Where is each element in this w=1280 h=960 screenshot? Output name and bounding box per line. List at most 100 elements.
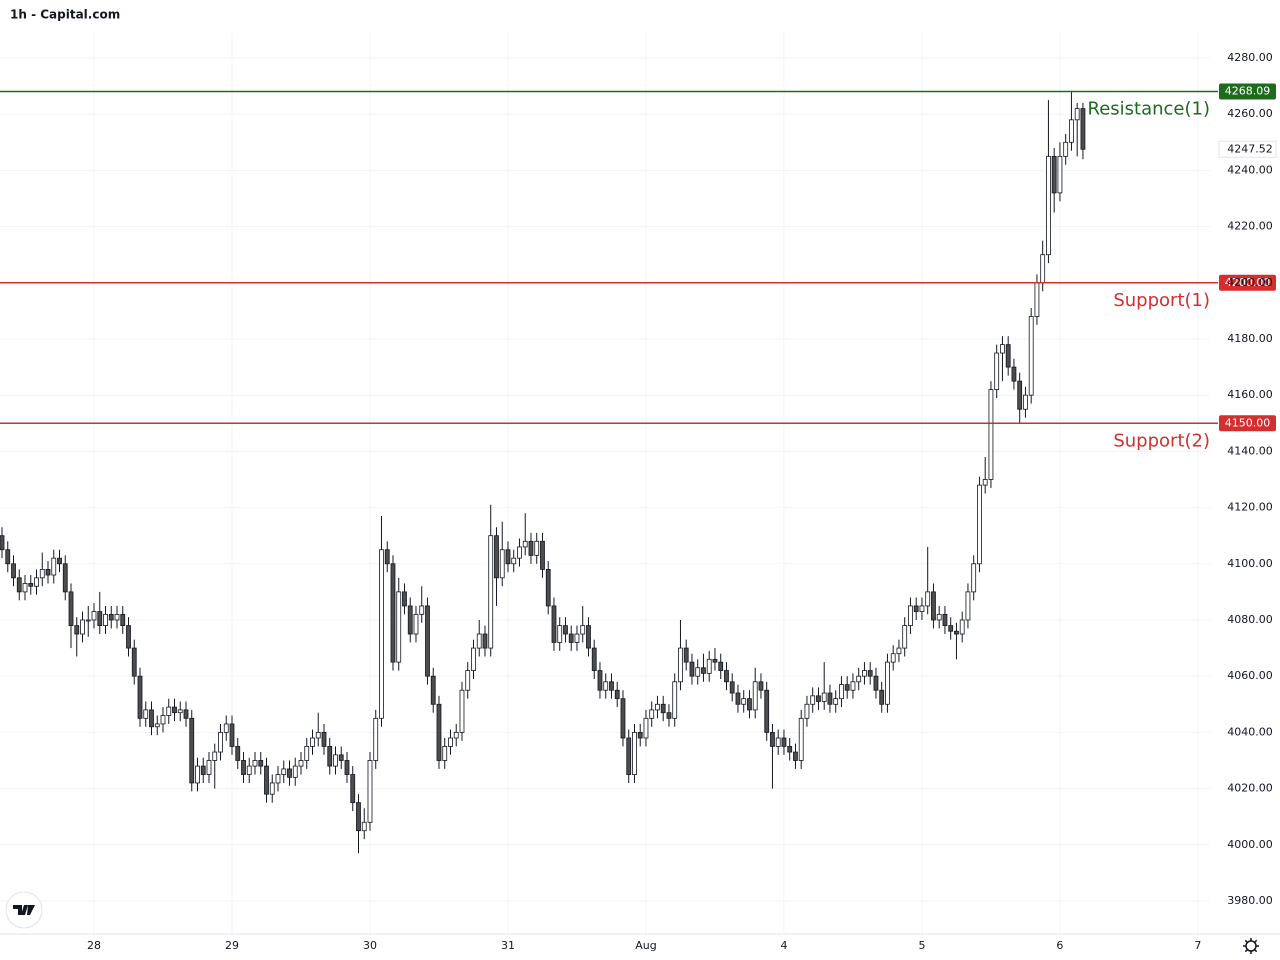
candle-body <box>1028 316 1034 396</box>
candle-body <box>103 613 108 627</box>
candle-body <box>0 535 5 551</box>
candle-body <box>16 577 22 593</box>
candle-body <box>890 653 896 663</box>
candle-body <box>603 681 609 691</box>
last-price-box <box>1218 140 1277 158</box>
candle-body <box>873 675 879 691</box>
candle-body <box>666 712 672 719</box>
candle-body <box>120 613 126 627</box>
candle-body <box>614 689 620 700</box>
candle-body <box>298 760 304 767</box>
x-tick-label: 6 <box>1056 939 1063 952</box>
candle-body <box>442 746 448 761</box>
candle-body <box>97 611 103 627</box>
candle-body <box>264 765 269 795</box>
candle-body <box>505 549 511 565</box>
candle-body <box>821 692 827 702</box>
candle-body <box>982 479 988 486</box>
candle-body <box>22 583 28 593</box>
level-price-label: 4150.00 <box>1225 416 1271 429</box>
candle-body <box>258 760 264 767</box>
candle-body <box>643 717 649 739</box>
candle-body <box>551 605 557 643</box>
levels: 4268.09 Resistance(1) 4200.00 Support(1) 415… <box>0 83 1276 451</box>
candle-body <box>356 802 361 832</box>
x-tick-label: 31 <box>501 939 515 952</box>
candle-body <box>149 709 154 728</box>
x-tick-label: 29 <box>225 939 239 952</box>
level-price-box <box>1219 415 1276 432</box>
candle-body <box>1074 108 1080 121</box>
candle-body <box>68 591 74 627</box>
level-price-box <box>1219 83 1276 100</box>
candle-body <box>11 563 16 579</box>
candle-body <box>626 737 632 775</box>
candle-body <box>160 715 166 725</box>
candle-body <box>545 569 551 607</box>
candle-body <box>126 625 131 649</box>
candle-body <box>804 703 810 719</box>
candle-body <box>1051 155 1057 194</box>
candle-body <box>827 692 833 705</box>
y-tick-label: 4080.00 <box>1227 613 1273 626</box>
candle-body <box>459 689 465 733</box>
candle-body <box>384 549 390 565</box>
candle-body <box>597 670 603 691</box>
candle-body <box>534 540 540 556</box>
candle-body <box>965 591 971 621</box>
candle-body <box>586 625 591 649</box>
chart-title: 1h - Capital.com <box>10 8 120 22</box>
candle-body <box>833 698 839 705</box>
candle-body <box>39 569 45 579</box>
level-name: Support(2) <box>1113 430 1210 451</box>
candle-body <box>367 760 373 823</box>
candle-body <box>511 557 517 565</box>
candle-body <box>1040 254 1046 284</box>
y-tick-label: 4200.00 <box>1227 276 1273 289</box>
candle-body <box>517 546 522 559</box>
candle-body <box>885 661 890 705</box>
candle-body <box>333 754 338 767</box>
candle-body <box>344 760 350 775</box>
candle-body <box>350 774 356 804</box>
x-tick-label: 28 <box>87 939 101 952</box>
candle-body <box>528 540 534 556</box>
candle-body <box>563 625 568 635</box>
candle-body <box>482 633 488 649</box>
candle-body <box>137 675 143 719</box>
candle-body <box>936 613 942 621</box>
candle-body <box>787 746 793 753</box>
candle-body <box>568 633 574 643</box>
candle-body <box>954 630 959 635</box>
candle-body <box>1011 366 1017 382</box>
candle-body <box>419 605 425 615</box>
y-tick-label: 4060.00 <box>1227 669 1273 682</box>
candle-body <box>108 613 114 621</box>
candle-body <box>80 619 85 635</box>
candle-body <box>729 681 735 694</box>
candle-body <box>850 681 856 691</box>
x-tick-label: Aug <box>635 939 656 952</box>
candle-body <box>166 706 172 716</box>
candle-body <box>430 675 436 705</box>
candle-body <box>902 625 908 649</box>
candle-body <box>810 695 816 705</box>
candle-body <box>948 625 954 632</box>
candle-body <box>775 737 781 747</box>
candle-body <box>1046 155 1051 256</box>
candle-body <box>672 681 678 719</box>
candle-body <box>1023 394 1028 410</box>
candle-body <box>396 591 402 663</box>
y-tick-label: 4220.00 <box>1227 220 1273 233</box>
candle-body <box>798 717 804 761</box>
candle-body <box>718 661 724 671</box>
candle-body <box>591 647 597 671</box>
level-price-box <box>1219 274 1276 291</box>
candle-body <box>620 698 626 739</box>
settings-icon[interactable] <box>1243 938 1259 954</box>
candle-body <box>770 731 775 747</box>
x-tick-label: 4 <box>780 939 787 952</box>
y-tick-label: 4020.00 <box>1227 782 1273 795</box>
candle-body <box>913 605 919 612</box>
